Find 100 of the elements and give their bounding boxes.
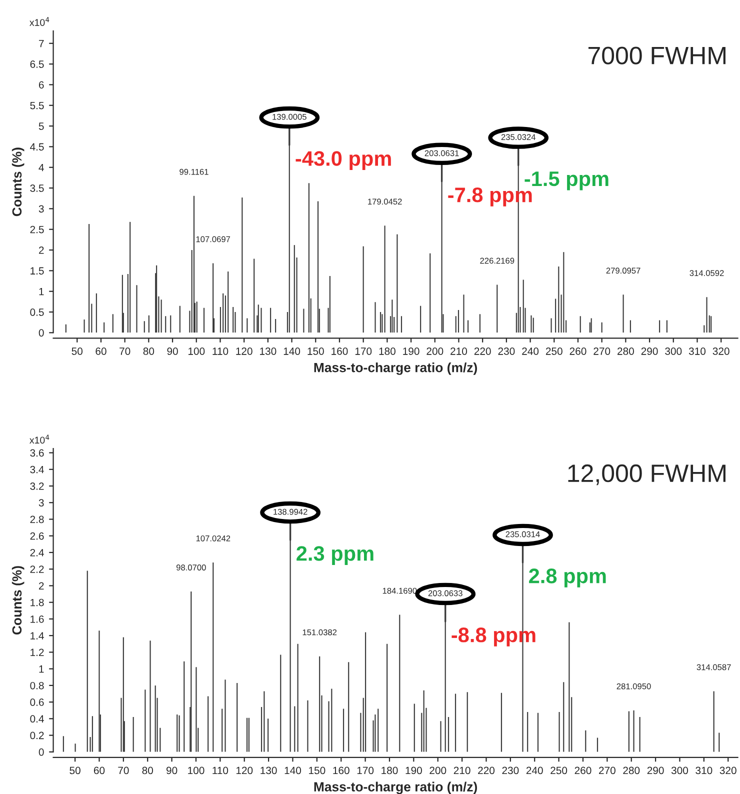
x-tick-label: 290 (647, 766, 664, 774)
y-tick-label: 6 (38, 81, 44, 89)
annotation: 98.0700 (176, 564, 206, 570)
y-tick-label: 6.5 (30, 60, 44, 68)
x-tick-label: 180 (382, 766, 398, 774)
x-tick-label: 270 (594, 348, 610, 355)
x-tick-label: 310 (688, 348, 706, 355)
y-tick-label: 0.5 (30, 308, 44, 316)
x-tick-label: 250 (546, 348, 562, 355)
y-tick-label: 0.2 (30, 732, 44, 740)
x-tick-label: 90 (167, 348, 178, 355)
annotation: 203.0631 (424, 150, 459, 156)
annotation: -1.5 ppm (524, 172, 608, 190)
annotation: 179.0452 (368, 198, 402, 205)
annotation: 281.0950 (616, 683, 651, 690)
annotation: 226.2169 (480, 258, 514, 264)
x-tick-label: 80 (142, 766, 153, 774)
x-tick-label: 320 (720, 766, 736, 774)
y-tick-label: 4 (38, 164, 44, 172)
y-axis-title: Counts (%) (12, 566, 24, 635)
x-tick-label: 110 (212, 766, 228, 774)
x-tick-label: 90 (166, 766, 178, 774)
x-tick-label: 140 (284, 766, 302, 774)
annotation: 139.0005 (272, 114, 306, 120)
annotation: -43.0 ppm (296, 151, 391, 170)
x-tick-label: 60 (94, 766, 105, 774)
x-tick-label: 170 (355, 348, 372, 355)
x-tick-label: 120 (236, 766, 253, 774)
chart-title: 7000 FWHM (588, 46, 726, 64)
x-tick-label: 290 (641, 348, 658, 355)
y-tick-label: 2.2 (30, 566, 44, 573)
x-tick-label: 120 (236, 348, 252, 355)
x-tick-label: 220 (478, 766, 495, 774)
annotation: 107.0242 (196, 535, 230, 542)
annotation: 314.0587 (696, 664, 731, 670)
x-tick-label: 170 (357, 766, 374, 774)
x-tick-label: 160 (333, 766, 350, 774)
y-tick-label: 2 (38, 582, 44, 590)
x-tick-label: 80 (143, 348, 154, 355)
x-tick-label: 190 (406, 766, 422, 774)
x-tick-label: 140 (284, 348, 300, 355)
y-tick-label: 1.8 (30, 598, 44, 606)
x-tick-label: 100 (188, 348, 205, 355)
y-tick-label: 0 (38, 329, 44, 337)
x-tick-label: 70 (120, 348, 130, 355)
x-tick-label: 150 (309, 766, 326, 774)
text: x10$^{4}$ (30, 17, 50, 26)
x-tick-label: 230 (498, 348, 515, 355)
x-tick-label: 250 (550, 766, 568, 774)
x-tick-label: 280 (618, 348, 634, 355)
x-axis-title: Mass-to-charge ratio (m/z) (314, 782, 477, 794)
annotation: 314.0592 (690, 270, 724, 276)
x-tick-label: 110 (212, 348, 228, 355)
x-tick-label: 320 (712, 348, 730, 355)
y-tick-label: 2.6 (30, 532, 44, 540)
y-tick-label: 3 (38, 205, 44, 213)
y-tick-label: 1.2 (30, 648, 44, 656)
y-tick-label: 3.2 (30, 482, 44, 490)
x-axis-title: Mass-to-charge ratio (m/z) (314, 362, 477, 375)
y-tick-label: 2 (38, 246, 44, 254)
y-tick-label: 1.5 (30, 267, 44, 275)
x-tick-label: 190 (403, 348, 420, 355)
annotation: 151.0382 (302, 629, 337, 636)
x-tick-label: 240 (526, 766, 543, 774)
y-tick-label: 3.4 (30, 466, 44, 474)
annotation: 2.3 ppm (296, 546, 374, 565)
y-tick-label: 1.6 (30, 615, 44, 623)
x-tick-label: 310 (696, 766, 712, 774)
annotation: 203.0633 (428, 590, 462, 596)
y-tick-label: 1 (39, 288, 44, 296)
annotation: 2.8 ppm (529, 568, 606, 588)
x-tick-label: 50 (70, 766, 80, 774)
x-tick-label: 130 (260, 766, 277, 774)
annotation: 184.1690 (382, 588, 417, 594)
annotation: 235.0324 (501, 134, 536, 140)
y-tick-label: 0.8 (30, 682, 44, 690)
x-tick-label: 300 (671, 766, 688, 774)
text: 12,000 FWHM (568, 464, 726, 486)
x-tick-label: 160 (332, 348, 348, 355)
y-tick-label: 1 (39, 665, 44, 673)
x-tick-label: 240 (522, 348, 539, 355)
annotation: 99.1161 (180, 168, 208, 175)
x-tick-label: 200 (430, 766, 446, 774)
y-tick-label: 5.5 (30, 102, 44, 110)
x-tick-label: 300 (665, 348, 682, 355)
x-tick-label: 130 (260, 348, 276, 355)
annotation: 279.0957 (606, 268, 640, 274)
y-tick-label: 2.4 (30, 548, 44, 556)
x-tick-label: 180 (379, 348, 396, 355)
y-tick-label: 2.5 (30, 226, 44, 234)
x-tick-label: 270 (599, 766, 616, 774)
x-tick-label: 280 (623, 766, 640, 774)
x-tick-label: 210 (450, 348, 468, 355)
y-tick-label: 0.4 (30, 715, 44, 723)
annotation: 138.9942 (274, 508, 308, 515)
x-tick-label: 100 (188, 766, 204, 774)
x-tick-label: 260 (570, 348, 586, 355)
y-tick-label: 3.5 (30, 184, 44, 192)
x-tick-label: 50 (72, 348, 83, 355)
y-tick-label: 7 (38, 40, 44, 48)
